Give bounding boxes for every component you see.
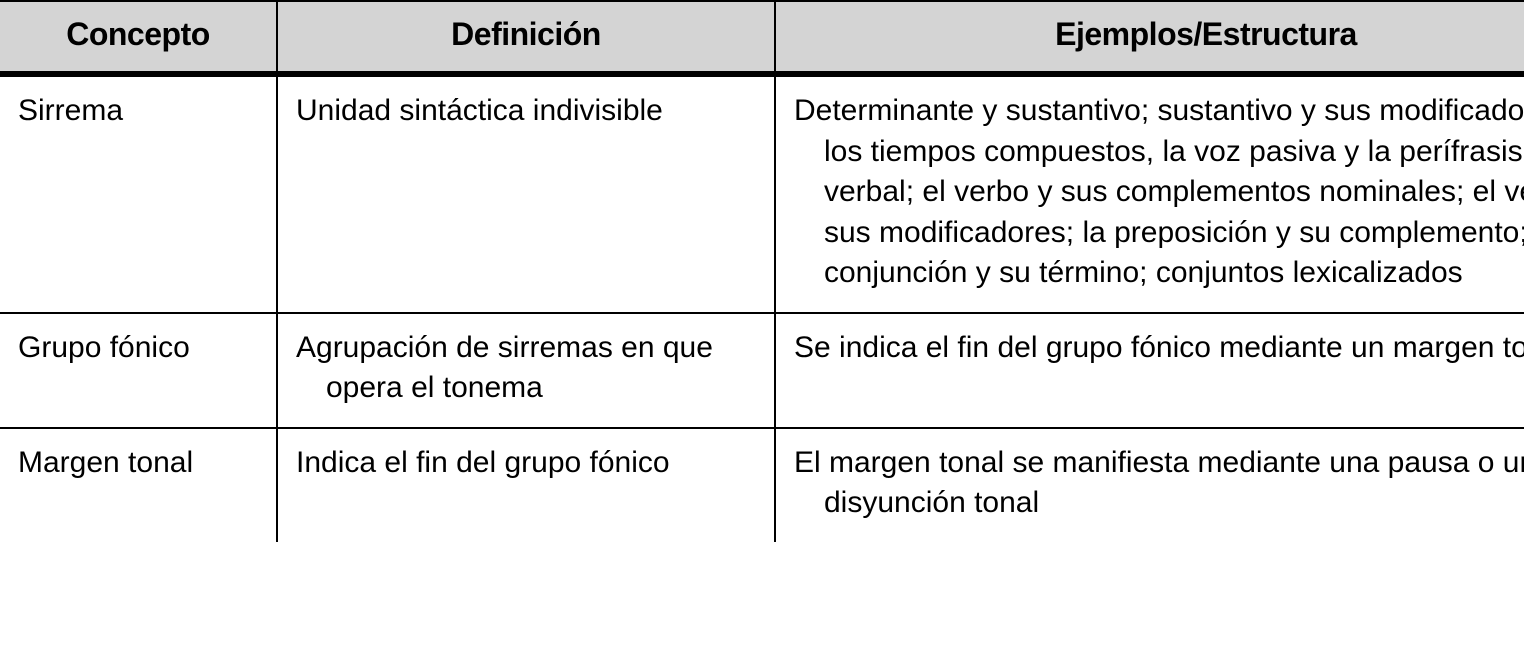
table-row: Margen tonal Indica el fin del grupo fón…	[0, 428, 1524, 542]
cell-definicion: Indica el fin del grupo fónico	[277, 428, 775, 542]
cell-text: El margen tonal se manifiesta mediante u…	[794, 443, 1524, 524]
cell-text: Agrupación de sirremas en que opera el t…	[296, 328, 756, 409]
table-head: Concepto Definición Ejemplos/Estructura	[0, 1, 1524, 74]
concepts-table: Concepto Definición Ejemplos/Estructura …	[0, 0, 1524, 542]
table-row: Sirrema Unidad sintáctica indivisible De…	[0, 74, 1524, 313]
cell-concepto: Sirrema	[0, 74, 277, 313]
cell-text: Unidad sintáctica indivisible	[296, 91, 756, 132]
col-header-ejemplos: Ejemplos/Estructura	[775, 1, 1524, 74]
col-header-concepto: Concepto	[0, 1, 277, 74]
table: Concepto Definición Ejemplos/Estructura …	[0, 0, 1524, 542]
col-header-definicion: Definición	[277, 1, 775, 74]
table-body: Sirrema Unidad sintáctica indivisible De…	[0, 74, 1524, 542]
cell-concepto: Grupo fónico	[0, 313, 277, 428]
header-row: Concepto Definición Ejemplos/Estructura	[0, 1, 1524, 74]
cell-definicion: Unidad sintáctica indivisible	[277, 74, 775, 313]
cell-ejemplos: Se indica el fin del grupo fónico median…	[775, 313, 1524, 428]
cell-definicion: Agrupación de sirremas en que opera el t…	[277, 313, 775, 428]
cell-text: Indica el fin del grupo fónico	[296, 443, 756, 484]
cell-text: Se indica el fin del grupo fónico median…	[794, 328, 1524, 369]
cell-ejemplos: Determinante y sustantivo; sustantivo y …	[775, 74, 1524, 313]
cell-text: Determinante y sustantivo; sustantivo y …	[794, 91, 1524, 294]
cell-ejemplos: El margen tonal se manifiesta mediante u…	[775, 428, 1524, 542]
cell-concepto: Margen tonal	[0, 428, 277, 542]
table-row: Grupo fónico Agrupación de sirremas en q…	[0, 313, 1524, 428]
